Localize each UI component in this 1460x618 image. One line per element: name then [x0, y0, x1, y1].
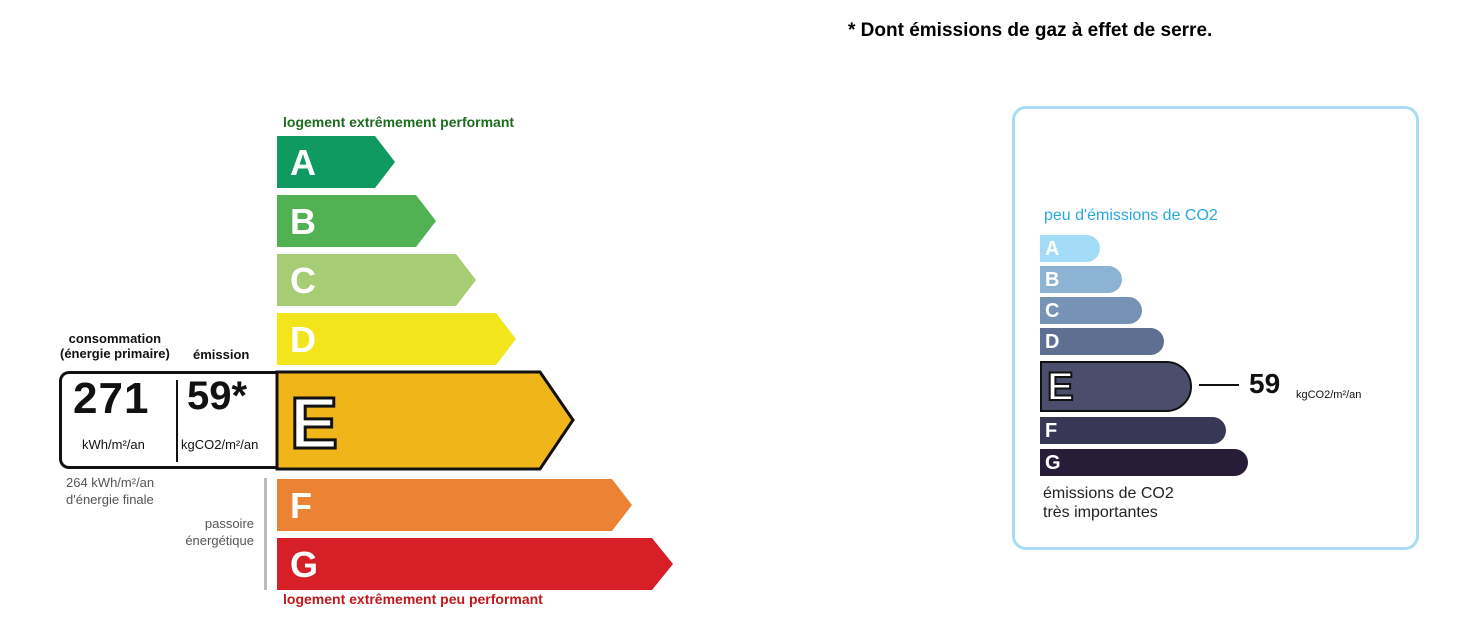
- dpe-arrow-b: [277, 195, 436, 247]
- dpe-arrow-a: [277, 136, 395, 188]
- consumption-unit: kWh/m²/an: [82, 437, 145, 452]
- ges-bar-b: B: [1040, 266, 1122, 293]
- ges-label-bottom: émissions de CO2 très importantes: [1043, 484, 1174, 522]
- ges-bar-c: C: [1040, 297, 1142, 324]
- final-energy-value: 264 kWh/m²/an: [66, 475, 155, 490]
- ges-bar-f: F: [1040, 417, 1226, 444]
- ges-pointer-line: [1199, 384, 1239, 386]
- ges-letter-e: E: [1046, 364, 1075, 410]
- dpe-letter-e: E: [288, 383, 339, 466]
- dpe-arrow-c: [277, 254, 476, 306]
- final-energy: 264 kWh/m²/an d'énergie finale: [66, 474, 154, 508]
- passoire-label: passoire énergétique: [164, 515, 254, 549]
- ges-letter-a: A: [1045, 238, 1060, 260]
- ges-letter-b: B: [1045, 269, 1060, 291]
- ges-panel: [1012, 106, 1419, 550]
- dpe-letter-b: B: [290, 201, 316, 242]
- emission-value: 59*: [187, 374, 248, 418]
- ges-label-top: peu d'émissions de CO2: [1044, 207, 1218, 224]
- ges-bar-e: E: [1040, 361, 1192, 412]
- value-divider: [176, 380, 178, 462]
- emission-header: émission: [193, 347, 250, 362]
- ges-letter-f: F: [1045, 420, 1058, 442]
- footnote: * Dont émissions de gaz à effet de serre…: [848, 20, 1213, 41]
- dpe-letter-d: D: [290, 319, 316, 360]
- ges-letter-g: G: [1045, 452, 1061, 474]
- ges-bar-d: D: [1040, 328, 1164, 355]
- passoire-line1: passoire: [204, 516, 254, 531]
- ges-letter-d: D: [1045, 331, 1060, 353]
- dpe-arrow-g: [277, 538, 673, 590]
- ges-value: 59: [1249, 368, 1281, 399]
- consumption-value: 271: [73, 374, 150, 423]
- dpe-arrow-f: [277, 479, 632, 531]
- ges-letter-c: C: [1045, 300, 1060, 322]
- dpe-letter-a: A: [290, 142, 316, 183]
- dpe-arrow-d: [277, 313, 516, 365]
- value-box: [59, 371, 277, 469]
- dpe-arrows: [275, 136, 673, 590]
- ges-bar-a: A: [1040, 235, 1100, 262]
- dpe-label-top: logement extrêmement performant: [283, 114, 515, 130]
- passoire-line2: énergétique: [185, 533, 254, 548]
- ges-label-bottom-line1: émissions de CO2: [1043, 485, 1174, 502]
- ges-unit: kgCO2/m²/an: [1296, 389, 1362, 401]
- final-energy-label: d'énergie finale: [66, 492, 154, 507]
- passoire-bracket: [264, 478, 267, 590]
- consumption-header: consommation (énergie primaire): [60, 331, 170, 361]
- dpe-letter-g: G: [290, 544, 319, 585]
- ges-label-bottom-line2: très importantes: [1043, 504, 1158, 521]
- dpe-letter-c: C: [290, 260, 316, 301]
- ges-bar-g: G: [1040, 449, 1248, 476]
- emission-unit: kgCO2/m²/an: [181, 437, 259, 452]
- dpe-label-bottom: logement extrêmement peu performant: [283, 591, 543, 607]
- dpe-letter-f: F: [290, 485, 312, 526]
- dpe-arrow-e: [275, 370, 575, 471]
